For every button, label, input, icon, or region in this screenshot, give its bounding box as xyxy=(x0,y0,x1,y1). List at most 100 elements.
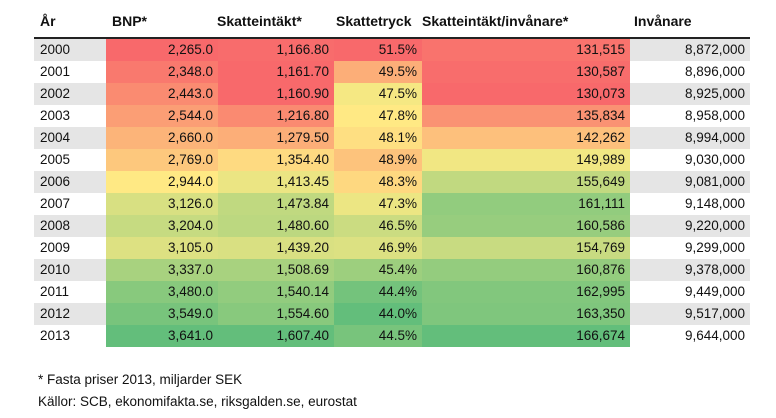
table-row: 2009 3,105.0 1,439.20 46.9% 154,769 9,299,000 xyxy=(34,237,750,259)
header-tryck: Skattetryck xyxy=(336,13,412,29)
cell-skatt: 1,508.69 xyxy=(218,259,334,281)
cell-bnp: 3,641.0 xyxy=(106,325,218,347)
table-row: 2000 2,265.0 1,166.80 51.5% 131,515 8,872,000 xyxy=(34,39,750,61)
cell-inv: 8,872,000 xyxy=(684,42,745,57)
cell-skatt: 1,413.45 xyxy=(218,171,334,193)
cell-per-inv: 130,073 xyxy=(422,83,630,105)
cell-bnp: 3,204.0 xyxy=(106,215,218,237)
cell-skatt: 1,439.20 xyxy=(218,237,334,259)
table-row: 2004 2,660.0 1,279.50 48.1% 142,262 8,994,000 xyxy=(34,127,750,149)
cell-tryck: 44.5% xyxy=(334,325,422,347)
cell-per-inv: 155,649 xyxy=(422,171,630,193)
cell-skatt: 1,216.80 xyxy=(218,105,334,127)
cell-bnp: 2,265.0 xyxy=(106,39,218,61)
cell-inv: 9,644,000 xyxy=(684,328,745,343)
table-row: 2011 3,480.0 1,540.14 44.4% 162,995 9,449,000 xyxy=(34,281,750,303)
cell-tryck: 44.0% xyxy=(334,303,422,325)
cell-tryck: 48.3% xyxy=(334,171,422,193)
cell-tryck: 47.3% xyxy=(334,193,422,215)
cell-inv: 9,030,000 xyxy=(684,152,745,167)
cell-year: 2000 xyxy=(40,42,71,57)
cell-inv: 8,896,000 xyxy=(684,64,745,79)
cell-skatt: 1,166.80 xyxy=(218,39,334,61)
cell-year: 2009 xyxy=(40,240,71,255)
table-row: 2010 3,337.0 1,508.69 45.4% 160,876 9,378,000 xyxy=(34,259,750,281)
cell-per-inv: 154,769 xyxy=(422,237,630,259)
cell-inv: 9,449,000 xyxy=(684,284,745,299)
table-row: 2005 2,769.0 1,354.40 48.9% 149,989 9,030,000 xyxy=(34,149,750,171)
cell-inv: 9,299,000 xyxy=(684,240,745,255)
cell-bnp: 2,443.0 xyxy=(106,83,218,105)
cell-year: 2006 xyxy=(40,174,71,189)
cell-bnp: 2,660.0 xyxy=(106,127,218,149)
table-row: 2007 3,126.0 1,473.84 47.3% 161,111 9,148,000 xyxy=(34,193,750,215)
cell-year: 2011 xyxy=(40,284,70,299)
cell-per-inv: 161,111 xyxy=(422,193,630,215)
cell-inv: 9,148,000 xyxy=(684,196,745,211)
cell-per-inv: 130,587 xyxy=(422,61,630,83)
cell-tryck: 47.8% xyxy=(334,105,422,127)
cell-skatt: 1,279.50 xyxy=(218,127,334,149)
cell-tryck: 46.9% xyxy=(334,237,422,259)
cell-year: 2007 xyxy=(40,196,71,211)
cell-tryck: 45.4% xyxy=(334,259,422,281)
cell-per-inv: 160,586 xyxy=(422,215,630,237)
table-row: 2013 3,641.0 1,607.40 44.5% 166,674 9,644,000 xyxy=(34,325,750,347)
header-skatt: Skatteintäkt* xyxy=(217,13,302,29)
cell-year: 2013 xyxy=(40,328,71,343)
cell-year: 2010 xyxy=(40,262,71,277)
cell-inv: 8,958,000 xyxy=(684,108,745,123)
cell-inv: 8,925,000 xyxy=(684,86,745,101)
cell-tryck: 44.4% xyxy=(334,281,422,303)
footnote-units: * Fasta priser 2013, miljarder SEK xyxy=(38,372,243,387)
cell-skatt: 1,354.40 xyxy=(218,149,334,171)
cell-bnp: 3,549.0 xyxy=(106,303,218,325)
cell-inv: 9,220,000 xyxy=(684,218,745,233)
cell-tryck: 51.5% xyxy=(334,39,422,61)
cell-year: 2002 xyxy=(40,86,71,101)
cell-tryck: 47.5% xyxy=(334,83,422,105)
cell-per-inv: 162,995 xyxy=(422,281,630,303)
cell-inv: 9,081,000 xyxy=(684,174,745,189)
cell-bnp: 3,105.0 xyxy=(106,237,218,259)
table-row: 2012 3,549.0 1,554.60 44.0% 163,350 9,517,000 xyxy=(34,303,750,325)
header-per-inv: Skatteintäkt/invånare* xyxy=(422,13,569,29)
table-row: 2003 2,544.0 1,216.80 47.8% 135,834 8,958,000 xyxy=(34,105,750,127)
header-inv: Invånare xyxy=(634,13,692,29)
cell-tryck: 48.1% xyxy=(334,127,422,149)
cell-tryck: 49.5% xyxy=(334,61,422,83)
cell-bnp: 3,126.0 xyxy=(106,193,218,215)
cell-skatt: 1,554.60 xyxy=(218,303,334,325)
cell-per-inv: 131,515 xyxy=(422,39,630,61)
cell-skatt: 1,160.90 xyxy=(218,83,334,105)
cell-inv: 9,378,000 xyxy=(684,262,745,277)
cell-bnp: 2,544.0 xyxy=(106,105,218,127)
cell-year: 2012 xyxy=(40,306,71,321)
cell-year: 2003 xyxy=(40,108,71,123)
cell-bnp: 2,944.0 xyxy=(106,171,218,193)
cell-skatt: 1,473.84 xyxy=(218,193,334,215)
cell-tryck: 46.5% xyxy=(334,215,422,237)
cell-per-inv: 135,834 xyxy=(422,105,630,127)
cell-year: 2008 xyxy=(40,218,71,233)
cell-bnp: 3,480.0 xyxy=(106,281,218,303)
table-row: 2002 2,443.0 1,160.90 47.5% 130,073 8,925,000 xyxy=(34,83,750,105)
header-bnp: BNP* xyxy=(112,13,148,29)
header-year: År xyxy=(40,13,56,29)
cell-year: 2004 xyxy=(40,130,71,145)
cell-year: 2001 xyxy=(40,64,71,79)
header-divider xyxy=(34,37,750,39)
cell-per-inv: 163,350 xyxy=(422,303,630,325)
cell-inv: 9,517,000 xyxy=(684,306,745,321)
cell-bnp: 2,769.0 xyxy=(106,149,218,171)
cell-bnp: 2,348.0 xyxy=(106,61,218,83)
cell-bnp: 3,337.0 xyxy=(106,259,218,281)
cell-per-inv: 149,989 xyxy=(422,149,630,171)
table-row: 2008 3,204.0 1,480.60 46.5% 160,586 9,220,000 xyxy=(34,215,750,237)
cell-per-inv: 142,262 xyxy=(422,127,630,149)
cell-skatt: 1,607.40 xyxy=(218,325,334,347)
table-row: 2006 2,944.0 1,413.45 48.3% 155,649 9,081,000 xyxy=(34,171,750,193)
cell-per-inv: 160,876 xyxy=(422,259,630,281)
cell-per-inv: 166,674 xyxy=(422,325,630,347)
table-row: 2001 2,348.0 1,161.70 49.5% 130,587 8,896,000 xyxy=(34,61,750,83)
